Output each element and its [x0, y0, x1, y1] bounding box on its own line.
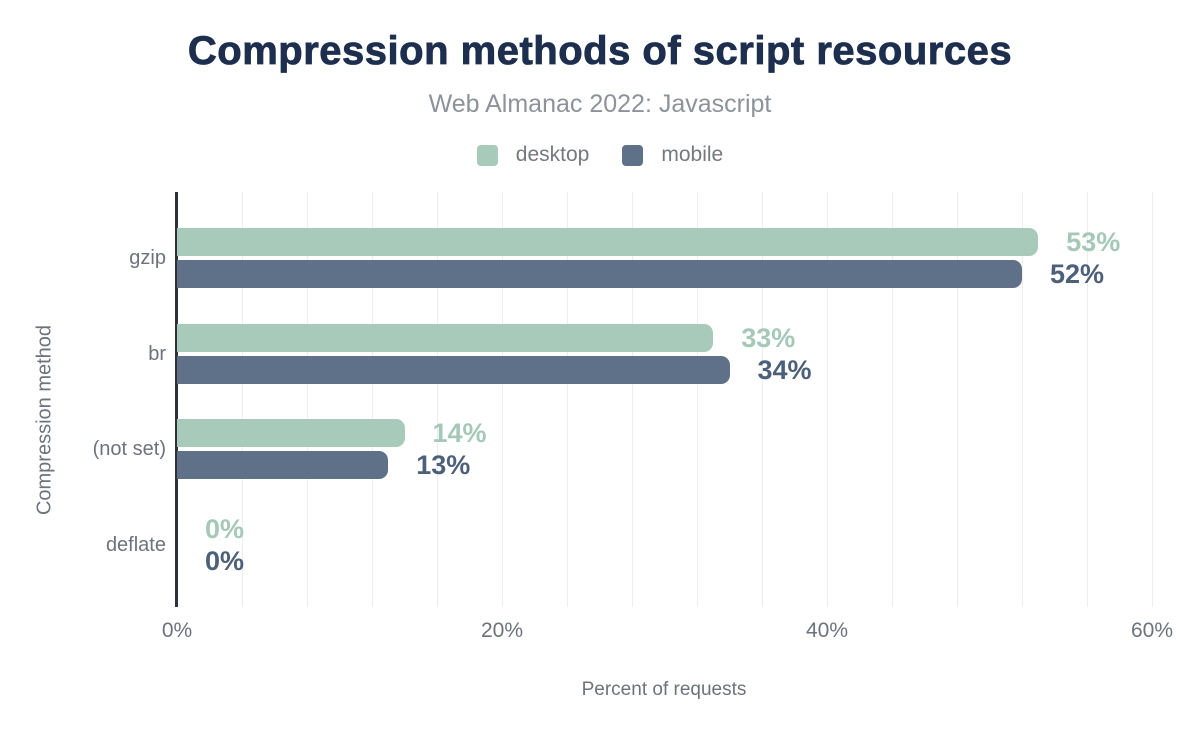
legend-label-desktop: desktop — [515, 143, 590, 166]
x-axis-title: Percent of requests — [581, 679, 747, 700]
legend-item-mobile: mobile — [622, 143, 723, 167]
gridline-56 — [1087, 192, 1088, 607]
gridline-24 — [567, 192, 568, 607]
value-label-desktop-not-set: 14% — [432, 418, 487, 448]
gridline-32 — [697, 192, 698, 607]
value-label-mobile-gzip: 52% — [1050, 259, 1105, 289]
value-label-mobile-deflate: 0% — [205, 545, 245, 576]
bar-desktop-br — [177, 323, 714, 352]
gridline-8 — [307, 192, 308, 607]
x-tick-20: 20% — [480, 619, 524, 642]
value-label-desktop-gzip: 53% — [1066, 227, 1121, 257]
bar-mobile-not-set — [177, 451, 389, 479]
gridline-48 — [957, 192, 958, 607]
gridline-60 — [1152, 192, 1153, 607]
legend-swatch-mobile-icon — [622, 144, 644, 166]
category-label-not-set: (not set) — [92, 438, 166, 460]
gridline-20 — [502, 192, 503, 607]
category-label-gzip: gzip — [129, 247, 166, 269]
plot-area: 53% 52% 33% 34% 14% 13% 0% 0% — [177, 192, 1153, 607]
gridline-16 — [437, 192, 438, 607]
legend-swatch-desktop-icon — [476, 144, 498, 166]
gridline-28 — [632, 192, 633, 607]
legend: desktop mobile — [0, 143, 1200, 167]
category-label-br: br — [148, 342, 166, 365]
gridline-4 — [242, 192, 243, 607]
legend-label-mobile: mobile — [661, 143, 724, 166]
category-label-deflate: deflate — [105, 533, 166, 556]
gridline-12 — [372, 192, 373, 607]
x-tick-0: 0% — [161, 619, 193, 642]
y-axis-title: Compression method — [33, 324, 56, 516]
bar-mobile-br — [177, 355, 730, 384]
value-label-desktop-br: 33% — [741, 322, 796, 353]
bar-mobile-gzip — [177, 260, 1022, 288]
x-tick-40: 40% — [805, 619, 849, 642]
gridline-36 — [762, 192, 763, 607]
value-label-mobile-br: 34% — [757, 354, 812, 385]
gridline-44 — [892, 192, 893, 607]
bar-desktop-not-set — [177, 419, 405, 447]
chart-title: Compression methods of script resources — [187, 29, 1013, 74]
value-label-desktop-deflate: 0% — [205, 513, 245, 544]
y-axis-line — [175, 192, 178, 607]
legend-item-desktop: desktop — [476, 143, 590, 167]
value-label-mobile-not-set: 13% — [416, 450, 471, 480]
chart-subtitle: Web Almanac 2022: Javascript — [428, 90, 772, 118]
x-tick-60: 60% — [1130, 619, 1174, 642]
bar-desktop-gzip — [177, 228, 1039, 256]
gridline-52 — [1022, 192, 1023, 607]
gridline-40 — [827, 192, 828, 607]
